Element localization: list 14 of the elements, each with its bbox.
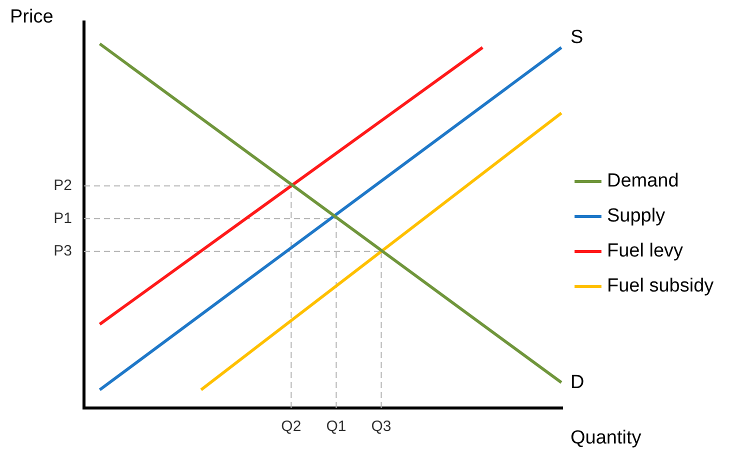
x-tick-label: Q3 [371,418,392,436]
x-tick-label: Q2 [281,418,302,436]
ref-line-label: P3 [54,242,72,260]
x-tick-label: Q1 [326,418,346,436]
y-axis-title: Price [10,6,54,28]
ref-line-label: P1 [54,210,72,227]
ref-line-label: P2 [54,177,72,194]
text: S [570,27,584,48]
legend-label: Fuel subsidy [607,276,714,297]
legend-label: Demand [607,170,679,192]
legend-label: Supply [607,206,666,227]
legend-label: Fuel levy [607,240,684,262]
x-axis-title: Quantity [570,428,642,449]
text: D [570,372,584,394]
